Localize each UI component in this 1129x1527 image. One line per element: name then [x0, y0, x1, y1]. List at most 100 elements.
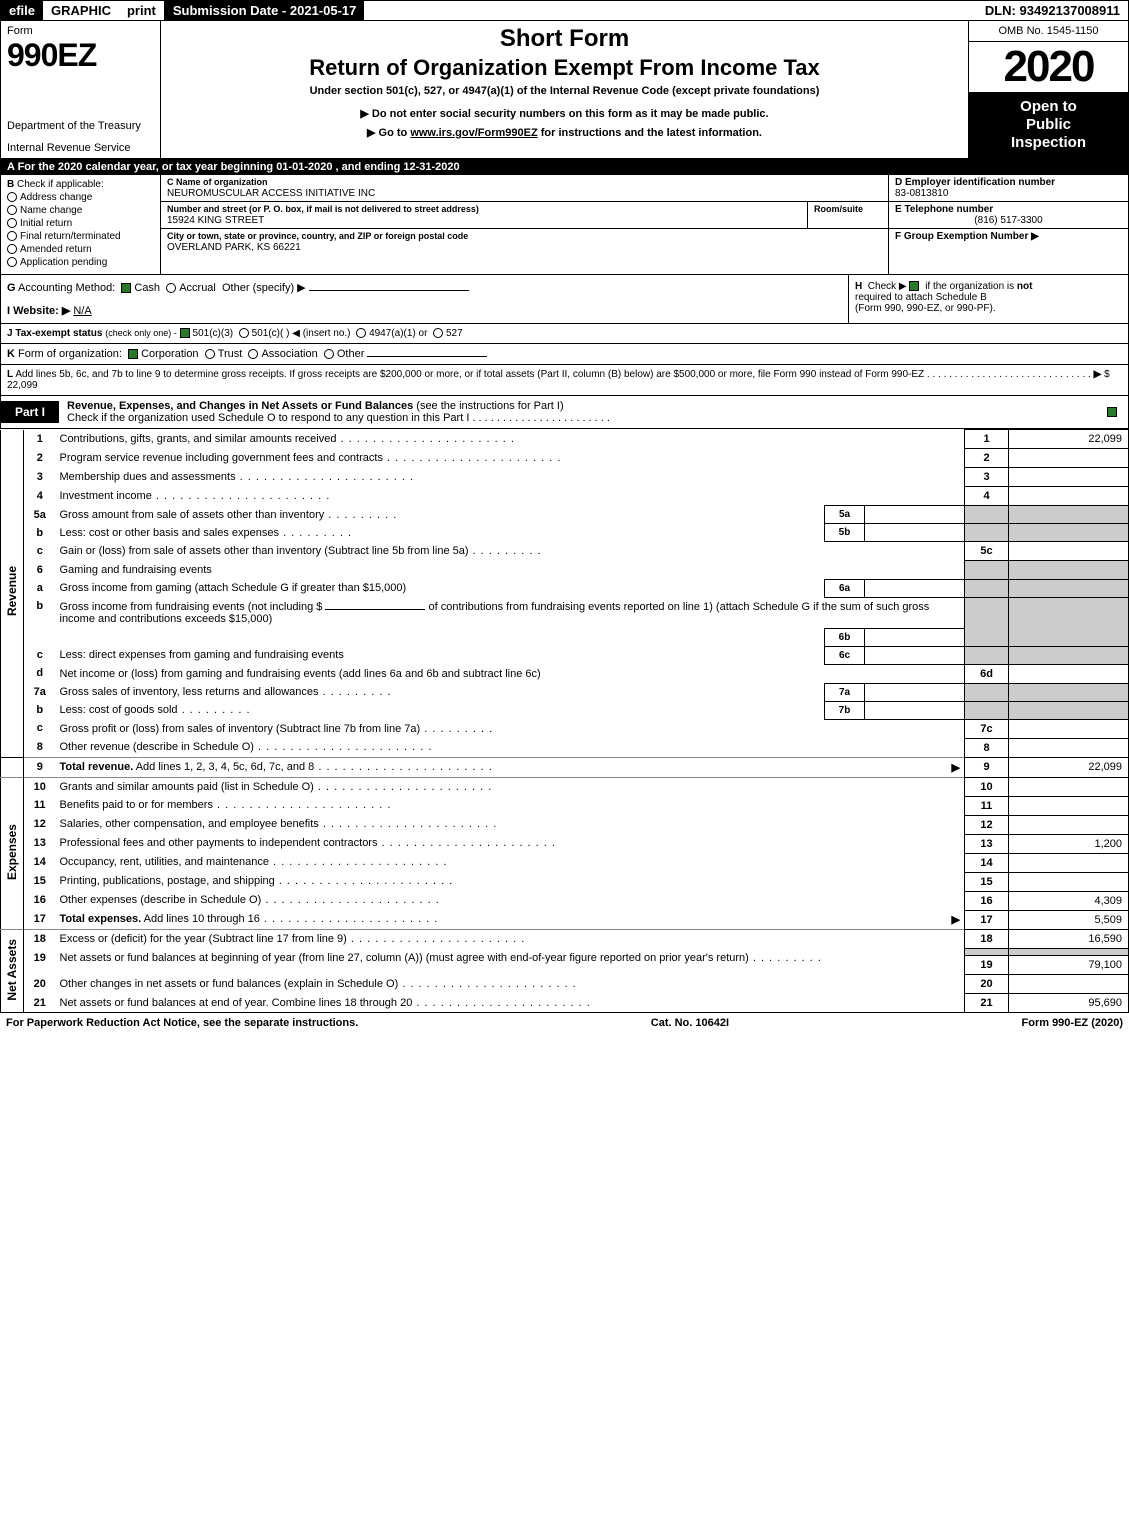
- check-only-one: (check only one) -: [105, 328, 177, 338]
- line-7c-num: c: [24, 719, 56, 738]
- line-6b-inbox[interactable]: [865, 628, 965, 646]
- 527-label: 527: [446, 328, 463, 339]
- schedule-b-not-required-checkbox[interactable]: [909, 281, 919, 291]
- cash-checkbox[interactable]: [121, 283, 131, 293]
- accrual-checkbox[interactable]: [166, 283, 176, 293]
- other-method-label: Other (specify) ▶: [222, 282, 306, 294]
- other-org-label: Other: [337, 348, 365, 360]
- other-org-checkbox[interactable]: [324, 349, 334, 359]
- line-7b-num: b: [24, 701, 56, 719]
- line-21-amount: 95,690: [1009, 994, 1129, 1013]
- line-14-amount: [1009, 853, 1129, 872]
- line-6a-inbox[interactable]: [865, 579, 965, 597]
- line-5b-desc: Less: cost or other basis and sales expe…: [56, 524, 825, 542]
- line-5a-inbox[interactable]: [865, 506, 965, 524]
- line-7a-shade-amt: [1009, 683, 1129, 701]
- line-17-amount: 5,509: [1009, 910, 1129, 930]
- open-to-public: Open to Public Inspection: [969, 92, 1128, 158]
- org-name: NEUROMUSCULAR ACCESS INITIATIVE INC: [167, 188, 375, 199]
- line-7b-inbox[interactable]: [865, 701, 965, 719]
- other-method-input[interactable]: [309, 290, 469, 291]
- 501c3-label: 501(c)(3): [193, 328, 234, 339]
- line-21-box: 21: [965, 994, 1009, 1013]
- 501c3-checkbox[interactable]: [180, 328, 190, 338]
- line-7c-desc: Gross profit or (loss) from sales of inv…: [56, 719, 965, 738]
- line-6d-box: 6d: [965, 664, 1009, 683]
- application-pending-checkbox[interactable]: [7, 257, 17, 267]
- dln-label: DLN:: [985, 3, 1020, 18]
- print-button[interactable]: print: [119, 1, 165, 20]
- 501c-checkbox[interactable]: [239, 328, 249, 338]
- line-10-num: 10: [24, 777, 56, 796]
- initial-return-label: Initial return: [20, 218, 72, 229]
- tax-year-period: A For the 2020 calendar year, or tax yea…: [0, 159, 1129, 175]
- part-1-label: Part I: [1, 401, 59, 423]
- line-6b-num: b: [24, 597, 56, 646]
- section-j: J Tax-exempt status (check only one) - 5…: [0, 324, 1129, 344]
- section-l: L Add lines 5b, 6c, and 7b to line 9 to …: [0, 365, 1129, 396]
- line-18-desc: Excess or (deficit) for the year (Subtra…: [56, 930, 965, 949]
- line-5b-shade: [965, 524, 1009, 542]
- short-form-title: Short Form: [169, 25, 960, 53]
- line-7a-desc: Gross sales of inventory, less returns a…: [56, 683, 825, 701]
- line-5b-inbox-label: 5b: [825, 524, 865, 542]
- form-number: 990EZ: [7, 37, 154, 74]
- line-6c-inbox[interactable]: [865, 646, 965, 664]
- corporation-checkbox[interactable]: [128, 349, 138, 359]
- website-label: Website: ▶: [13, 305, 70, 317]
- 527-checkbox[interactable]: [433, 328, 443, 338]
- line-4-desc: Investment income: [56, 487, 965, 506]
- address-change-checkbox[interactable]: [7, 192, 17, 202]
- line-13-amount: 1,200: [1009, 834, 1129, 853]
- schedule-o-used-checkbox[interactable]: [1107, 407, 1117, 417]
- form-ref-pre: Form: [1022, 1017, 1053, 1029]
- line-5c-amount: [1009, 542, 1129, 561]
- goto-post: for instructions and the latest informat…: [538, 127, 762, 139]
- b-label: B: [7, 179, 14, 190]
- other-org-input[interactable]: [367, 356, 487, 357]
- line-6d-desc: Net income or (loss) from gaming and fun…: [56, 664, 965, 683]
- part-1-check-line: Check if the organization used Schedule …: [67, 412, 469, 424]
- page-footer: For Paperwork Reduction Act Notice, see …: [0, 1013, 1129, 1029]
- line-6a-inbox-label: 6a: [825, 579, 865, 597]
- line-6d-num: d: [24, 664, 56, 683]
- part-1-title: Revenue, Expenses, and Changes in Net As…: [59, 396, 1098, 428]
- form-title: Return of Organization Exempt From Incom…: [169, 55, 960, 81]
- final-return-checkbox[interactable]: [7, 231, 17, 241]
- ein-label: Employer identification number: [905, 177, 1055, 188]
- city-value: OVERLAND PARK, KS 66221: [167, 242, 301, 253]
- form-id-block: Form 990EZ Department of the Treasury In…: [1, 21, 161, 158]
- trust-checkbox[interactable]: [205, 349, 215, 359]
- name-change-label: Name change: [20, 205, 82, 216]
- line-19-amount: 79,100: [1009, 956, 1129, 975]
- dln-value: 93492137008911: [1019, 3, 1120, 18]
- line-11-amount: [1009, 796, 1129, 815]
- line-5a-shade-amt: [1009, 506, 1129, 524]
- line-5b-inbox[interactable]: [865, 524, 965, 542]
- instructions-link[interactable]: www.irs.gov/Form990EZ: [410, 127, 537, 139]
- line-16-amount: 4,309: [1009, 891, 1129, 910]
- tax-exempt-label: Tax-exempt status: [15, 328, 102, 339]
- h-text3: required to attach Schedule B: [855, 292, 987, 303]
- form-meta-block: OMB No. 1545-1150 2020 Open to Public In…: [968, 21, 1128, 158]
- line-6c-inbox-label: 6c: [825, 646, 865, 664]
- amended-return-label: Amended return: [20, 244, 92, 255]
- form-ref-year: (2020): [1088, 1017, 1123, 1029]
- name-change-checkbox[interactable]: [7, 205, 17, 215]
- initial-return-checkbox[interactable]: [7, 218, 17, 228]
- line-21-num: 21: [24, 994, 56, 1013]
- form-ref: Form 990-EZ (2020): [1022, 1017, 1124, 1029]
- group-exemption-label: Group Exemption Number: [904, 231, 1028, 242]
- line-17-desc: Total expenses. Add lines 10 through 16 …: [56, 910, 965, 930]
- line-6-shade: [965, 561, 1009, 580]
- 4947-checkbox[interactable]: [356, 328, 366, 338]
- line-6b-blank[interactable]: [325, 609, 425, 610]
- amended-return-checkbox[interactable]: [7, 244, 17, 254]
- line-7a-inbox[interactable]: [865, 683, 965, 701]
- association-label: Association: [261, 348, 317, 360]
- line-13-box: 13: [965, 834, 1009, 853]
- association-checkbox[interactable]: [248, 349, 258, 359]
- line-20-desc: Other changes in net assets or fund bala…: [56, 975, 965, 994]
- org-name-label: Name of organization: [176, 177, 268, 187]
- part-1-table: Revenue 1 Contributions, gifts, grants, …: [0, 429, 1129, 1013]
